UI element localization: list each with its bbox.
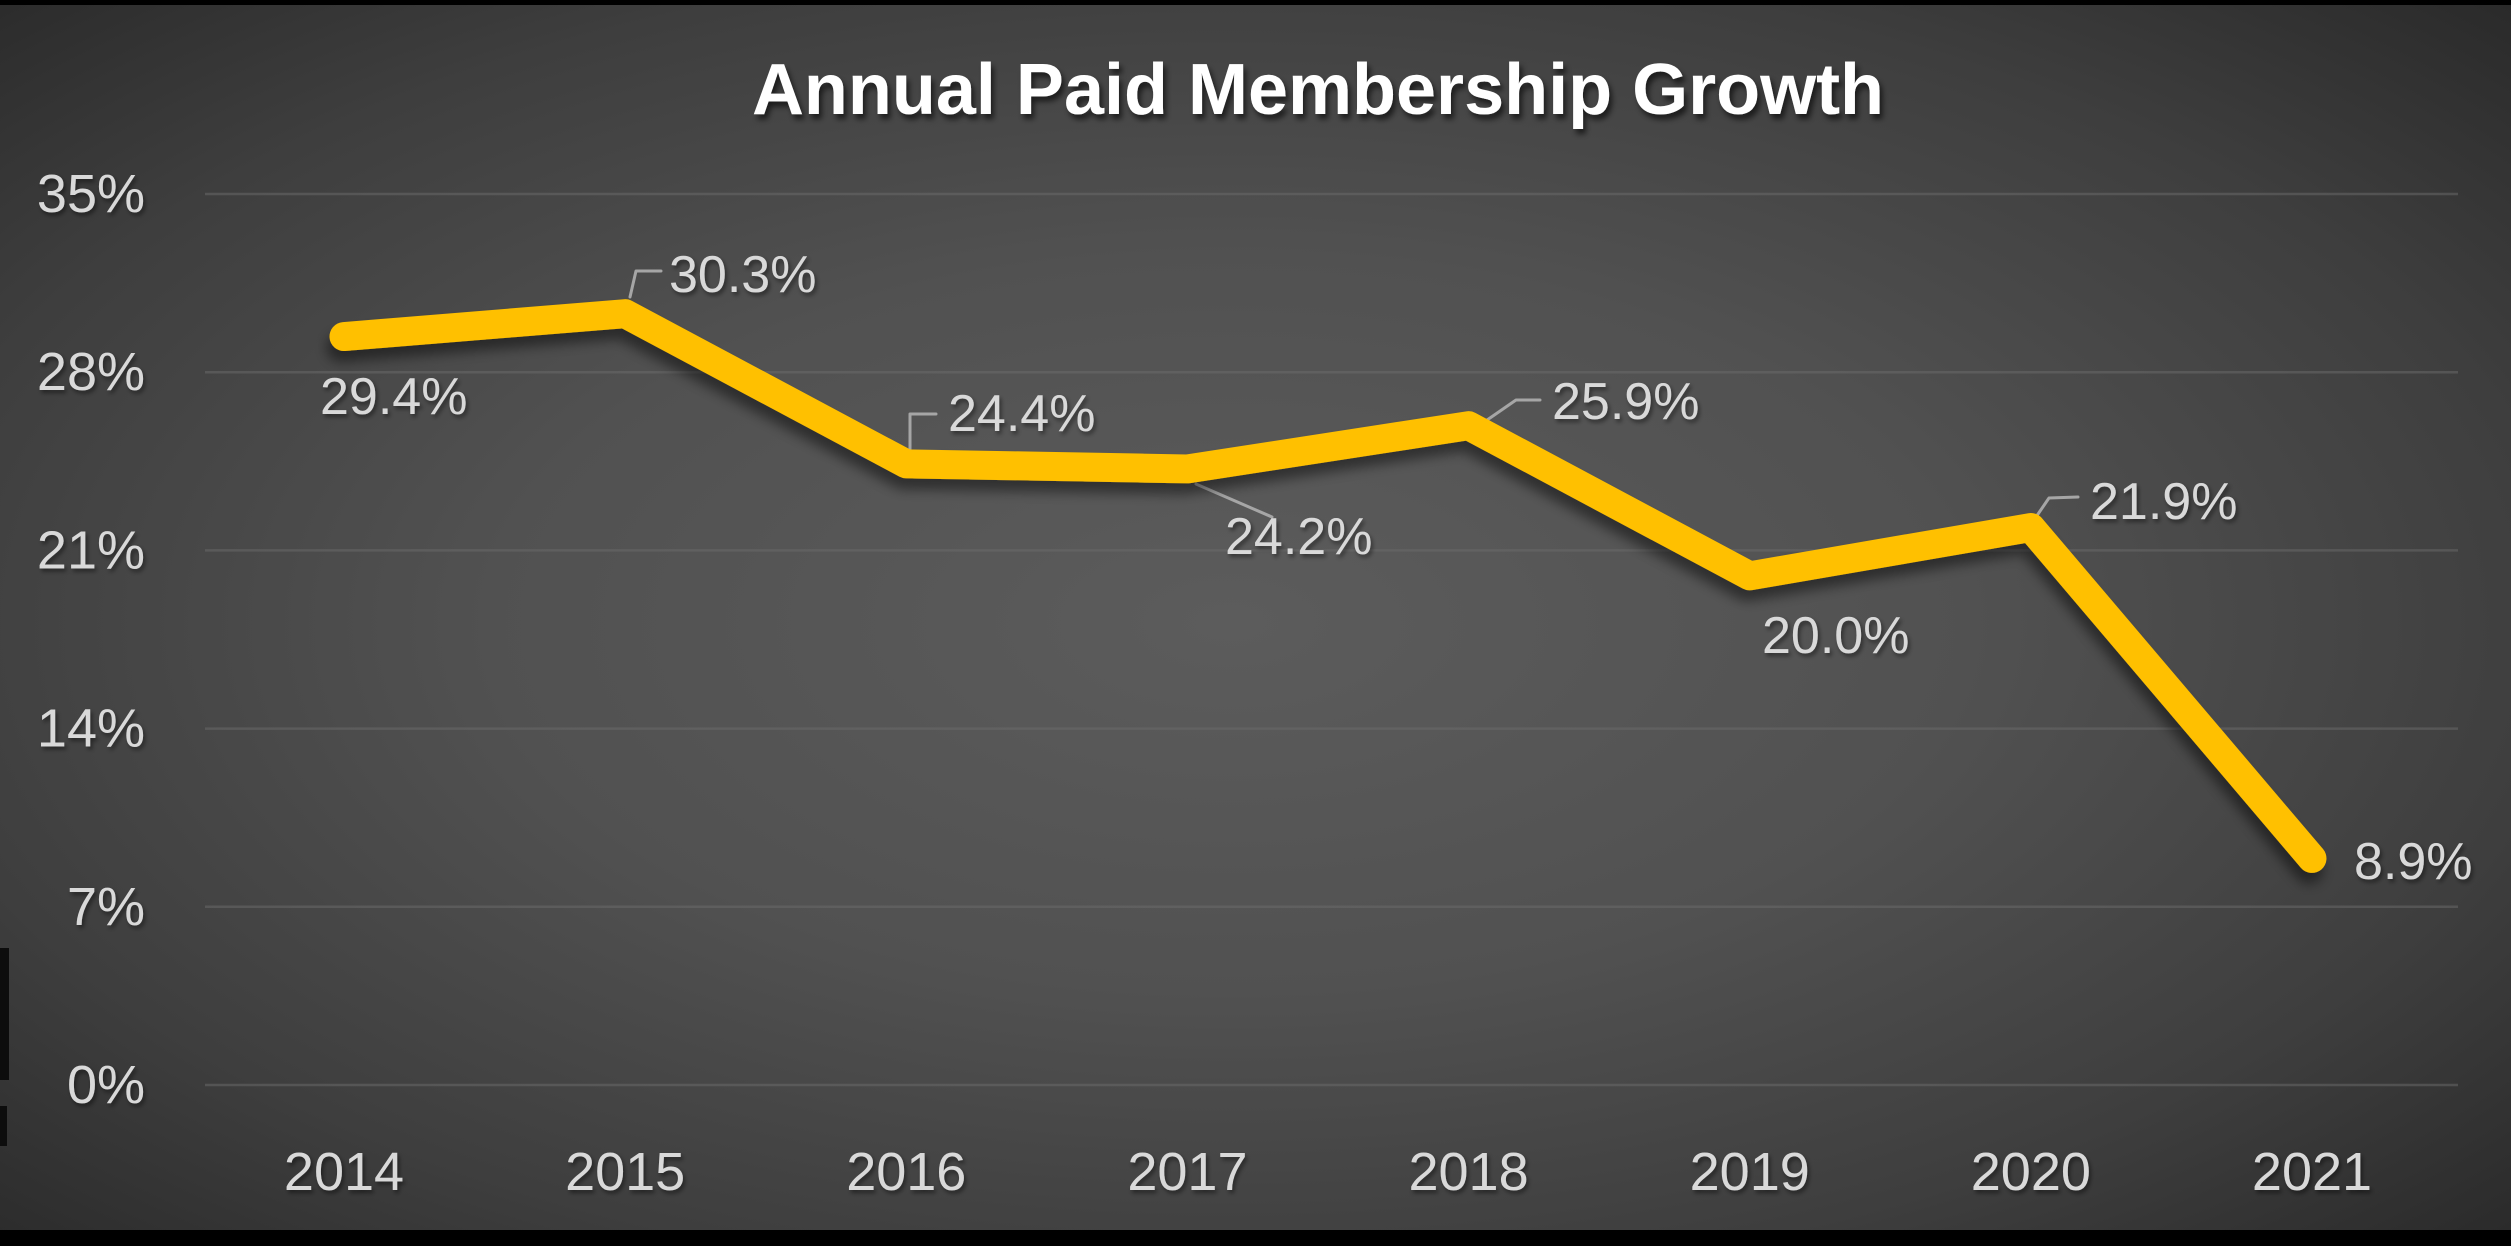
data-label-leader-line [908, 412, 938, 452]
series-line [329, 299, 2327, 873]
screen-edge-artifact [0, 948, 9, 1080]
x-axis-tick-label: 2018 [1408, 1142, 1528, 1202]
y-axis-tick-label: 0% [67, 1055, 145, 1115]
data-label: 29.4% [320, 368, 467, 426]
gridlines-group [205, 192, 2458, 1087]
letterbox-top-strip [0, 0, 2511, 5]
y-axis-tick-label: 28% [37, 342, 145, 402]
data-label-leader-line [1194, 482, 1274, 519]
x-axis-tick-label: 2014 [284, 1142, 404, 1202]
y-axis-tick-label: 7% [67, 877, 145, 937]
data-label: 24.2% [1225, 508, 1372, 566]
data-label: 30.3% [669, 246, 816, 304]
screen-edge-artifact [0, 1106, 7, 1146]
x-axis-tick-label: 2016 [846, 1142, 966, 1202]
x-axis-tick-label: 2019 [1690, 1142, 1810, 1202]
data-label-leader-line [2034, 495, 2080, 519]
letterbox-bottom-strip [0, 1230, 2511, 1246]
x-axis-tick-label: 2021 [2252, 1142, 2372, 1202]
data-label: 25.9% [1552, 373, 1699, 431]
x-axis-tick-label: 2017 [1127, 1142, 1247, 1202]
data-label-leader-line [1475, 398, 1542, 429]
data-label: 21.9% [2090, 473, 2237, 531]
y-axis-tick-labels: 0% 7% 14% 21% 28% 35% [37, 164, 145, 1115]
x-axis-tick-label: 2020 [1971, 1142, 2091, 1202]
y-axis-tick-label: 14% [37, 699, 145, 759]
data-label: 20.0% [1762, 607, 1909, 665]
chart-title: Annual Paid Membership Growth [752, 50, 1884, 130]
x-axis-tick-labels: 2014 2015 2016 2017 2018 2019 2020 2021 [284, 1142, 2372, 1202]
y-axis-tick-label: 35% [37, 164, 145, 224]
data-label-leader-lines [628, 269, 2080, 519]
data-label: 8.9% [2354, 833, 2473, 891]
y-axis-tick-label: 21% [37, 520, 145, 580]
x-axis-tick-label: 2015 [565, 1142, 685, 1202]
data-labels-group: 29.4% 30.3% 24.4% 24.2% 25.9% 20.0% 21.9% 8.9% [320, 246, 2473, 891]
data-label: 24.4% [948, 385, 1095, 443]
data-label-leader-line [628, 269, 663, 299]
